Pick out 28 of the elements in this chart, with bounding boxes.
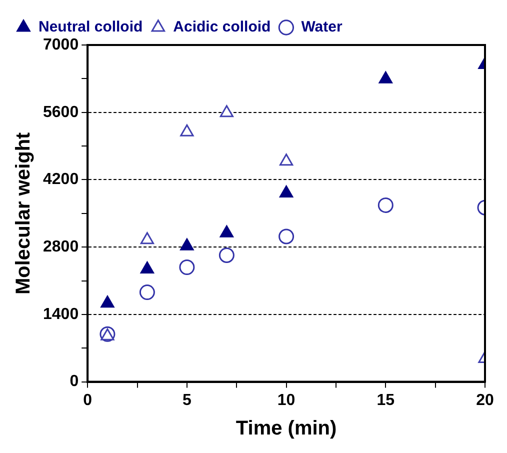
point <box>279 154 294 166</box>
y-tick-label: 7000 <box>43 36 79 54</box>
point <box>140 261 154 274</box>
point <box>220 105 234 118</box>
y-tick-label: 2800 <box>43 238 79 256</box>
point <box>140 232 154 244</box>
y-tick-label: 5600 <box>43 104 79 121</box>
point <box>220 225 234 238</box>
point <box>278 228 294 244</box>
x-axis-title: Time (min) <box>236 418 337 440</box>
point <box>180 124 194 136</box>
x-tick-label: 15 <box>376 392 395 409</box>
x-tick-label: 20 <box>476 392 494 409</box>
legend-label: Water <box>301 18 342 36</box>
x-tick-label: 0 <box>83 392 92 409</box>
point <box>100 296 114 308</box>
legend-label: Neutral colloid <box>38 18 143 36</box>
y-tick-label: 0 <box>70 373 79 390</box>
point <box>378 71 392 84</box>
point <box>180 238 194 250</box>
legend-label: Acidic colloid <box>173 18 271 36</box>
y-axis-title: Molecular weight <box>12 132 35 295</box>
x-tick-label: 10 <box>277 392 296 409</box>
x-tick-label: 5 <box>182 392 192 409</box>
point <box>279 185 294 198</box>
y-tick-label: 4200 <box>43 171 79 188</box>
y-tick-label: 1400 <box>43 306 79 323</box>
point <box>378 197 394 213</box>
